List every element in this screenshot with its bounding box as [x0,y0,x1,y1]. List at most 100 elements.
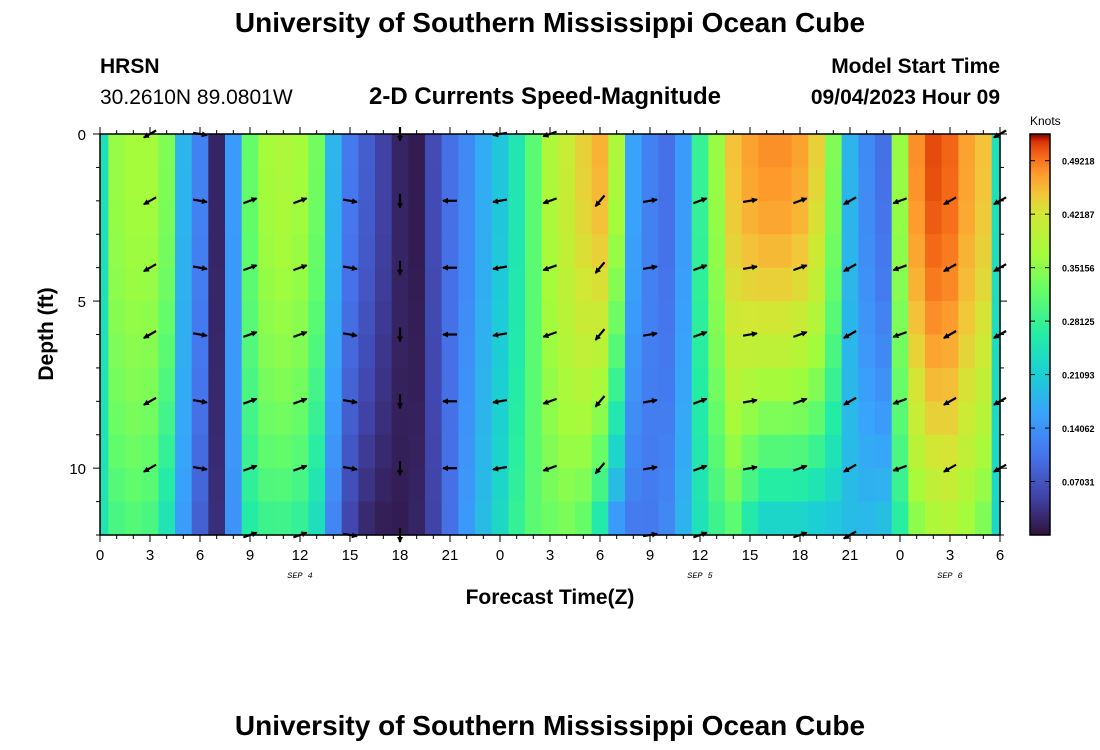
heatmap-cell [208,501,226,536]
x-tick-label: 3 [946,547,954,564]
heatmap-cell [275,167,293,202]
heatmap-cell [391,200,409,235]
heatmap-cell [858,301,876,336]
heatmap-cell [625,301,643,336]
heatmap-cell [191,334,209,369]
heatmap-cell [908,267,926,302]
current-vector [542,397,557,405]
heatmap-cell [158,167,176,202]
heatmap-cell [741,134,759,169]
heatmap-cell [491,301,509,336]
colorbar-tick-label: 0.21093 [1062,371,1095,381]
footer-title: University of Southern Mississippi Ocean… [234,710,866,741]
heatmap-cell [858,267,876,302]
heatmap-cell [558,334,576,369]
heatmap-cell [141,468,159,503]
heatmap-cell [325,401,343,436]
heatmap-cell [341,501,359,536]
heatmap-cell [100,167,109,202]
heatmap-cell [725,200,743,235]
heatmap-cell [991,234,1001,269]
heatmap-cell [175,267,193,302]
heatmap-cell [425,501,443,536]
heatmap-cell [225,134,243,169]
heatmap-cell [125,200,143,235]
heatmap-cell [591,501,609,536]
heatmap-cell [908,301,926,336]
heatmap-cell [125,234,143,269]
current-vector [693,197,708,205]
heatmap-cell [308,167,326,202]
heatmap-cell [175,401,193,436]
heatmap-cell [541,167,559,202]
heatmap-cell [425,334,443,369]
current-vector [293,464,308,472]
heatmap-cell [841,134,859,169]
heatmap-cell [541,501,559,536]
heatmap-cell [100,334,109,369]
heatmap-cell [591,468,609,503]
heatmap-cell [125,367,143,402]
heatmap-cell [641,434,659,469]
heatmap-cell [908,434,926,469]
heatmap-cell [100,501,109,536]
current-vector [542,464,557,472]
heatmap-cell [825,501,843,536]
current-vectors [143,127,1007,543]
heatmap-cell [608,267,626,302]
heatmap-cell [508,134,526,169]
heatmap-cell [791,234,809,269]
heatmap-cell [958,401,976,436]
heatmap-cell [991,501,1001,536]
y-axis: 0 5 10 [69,127,1007,536]
heatmap-cell [308,401,326,436]
heatmap-cell [408,167,426,202]
heatmap-cell [708,434,726,469]
heatmap-cell [158,267,176,302]
heatmap-cell [858,501,876,536]
heatmap-cell [608,434,626,469]
heatmap-cell [741,434,759,469]
heatmap-cell [291,367,309,402]
heatmap-cell [308,234,326,269]
date-label: SEP 6 [937,571,963,581]
heatmap-cell [791,468,809,503]
heatmap-cell [875,367,893,402]
x-tick-label: 15 [742,547,759,564]
heatmap-cell [625,234,643,269]
heatmap-cell [691,134,709,169]
x-tick-label: 6 [596,547,604,564]
heatmap-cell [358,167,376,202]
current-vector [742,398,758,404]
heatmap-cell [258,401,276,436]
heatmap-cell [191,267,209,302]
heatmap-cell [575,301,593,336]
heatmap-cell [191,200,209,235]
heatmap-cell [941,468,959,503]
current-vector [492,331,508,338]
heatmap-cell [891,434,909,469]
heatmap-cell [508,167,526,202]
heatmap-cell [825,167,843,202]
heatmap-cell [108,234,126,269]
heatmap-cell [475,200,493,235]
heatmap-cell [791,267,809,302]
heatmap-cell [125,267,143,302]
heatmap-cell [958,301,976,336]
heatmap-cell [258,234,276,269]
heatmap-cell [341,367,359,402]
heatmap-cell [875,468,893,503]
y-tick-label: 10 [69,461,86,478]
heatmap-cell [975,401,993,436]
heatmap-cell [891,301,909,336]
heatmap-cell [808,167,826,202]
heatmap-cell [241,434,259,469]
heatmap-cell [291,334,309,369]
heatmap-cell [291,200,309,235]
heatmap-cell [808,434,826,469]
heatmap-cell [208,301,226,336]
heatmap-cell [225,367,243,402]
heatmap-cell [975,167,993,202]
heatmap-cell [275,401,293,436]
heatmap-cell [191,401,209,436]
